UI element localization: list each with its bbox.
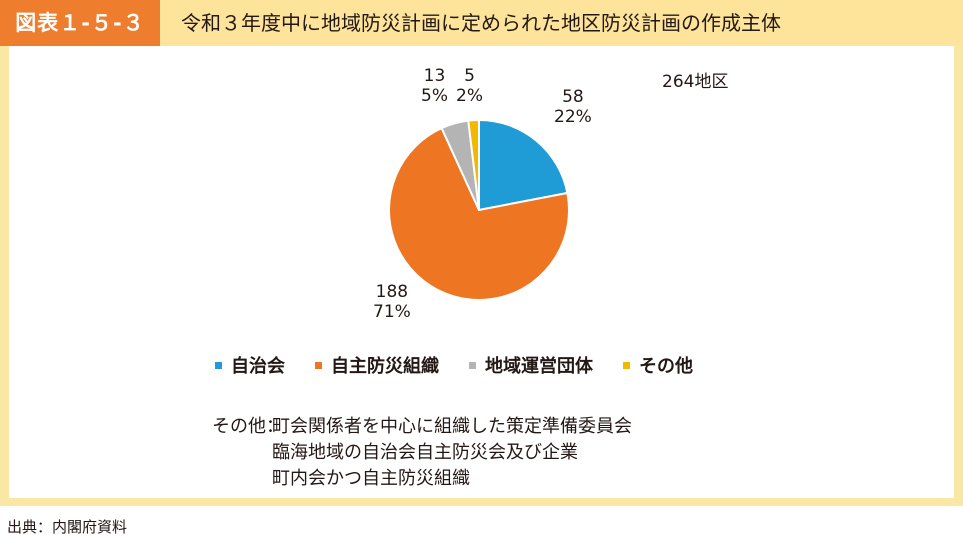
note-line: 臨海地域の自治会自主防災会及び企業 xyxy=(272,442,578,463)
legend-item-sonota: その他 xyxy=(623,352,693,378)
total-label: 264地区 xyxy=(662,72,729,92)
legend-item-jishu-bosai: 自主防災組織 xyxy=(315,352,439,378)
legend-swatch xyxy=(623,361,630,369)
slice-value: 58 xyxy=(562,87,584,107)
slice-percent: 22% xyxy=(554,107,592,127)
legend-label: その他 xyxy=(639,356,693,377)
note-prefix: その他： xyxy=(212,416,284,437)
slice-label-chiiki-unei: 13 5% xyxy=(421,66,448,106)
slice-percent: 5% xyxy=(421,86,448,106)
slice-percent: 71% xyxy=(373,302,411,322)
legend: 自治会 自主防災組織 地域運営団体 その他 xyxy=(215,352,723,378)
figure-header: 図表１-５-３ 令和３年度中に地域防災計画に定められた地区防災計画の作成主体 xyxy=(0,0,963,46)
legend-label: 自主防災組織 xyxy=(331,356,439,377)
note-line: 町会関係者を中心に組織した策定準備委員会 xyxy=(272,416,632,437)
pie-slice-sonota xyxy=(467,118,480,211)
slice-percent: 2% xyxy=(456,86,483,106)
pie-slice-jichikai xyxy=(478,118,569,212)
note-line: 町内会かつ自主防災組織 xyxy=(272,468,470,489)
legend-swatch xyxy=(215,361,222,369)
legend-swatch xyxy=(469,361,476,369)
legend-swatch xyxy=(315,361,322,369)
slice-label-jichikai: 58 22% xyxy=(554,87,592,127)
slice-value: 5 xyxy=(464,66,475,86)
legend-item-chiiki-unei: 地域運営団体 xyxy=(469,352,593,378)
source-note: 出典：内閣府資料 xyxy=(7,518,128,536)
pie-slice-jishu-bosai xyxy=(388,126,570,301)
legend-item-jichikai: 自治会 xyxy=(215,352,285,378)
slice-value: 13 xyxy=(423,66,446,86)
figure-number: 図表１-５-３ xyxy=(0,0,160,46)
figure-title: 令和３年度中に地域防災計画に定められた地区防災計画の作成主体 xyxy=(181,11,781,35)
legend-label: 自治会 xyxy=(231,356,285,377)
slice-label-sonota: 5 2% xyxy=(456,66,483,106)
legend-label: 地域運営団体 xyxy=(485,356,593,377)
slice-label-jishu-bosai: 188 71% xyxy=(373,282,411,322)
slice-value: 188 xyxy=(375,282,409,302)
